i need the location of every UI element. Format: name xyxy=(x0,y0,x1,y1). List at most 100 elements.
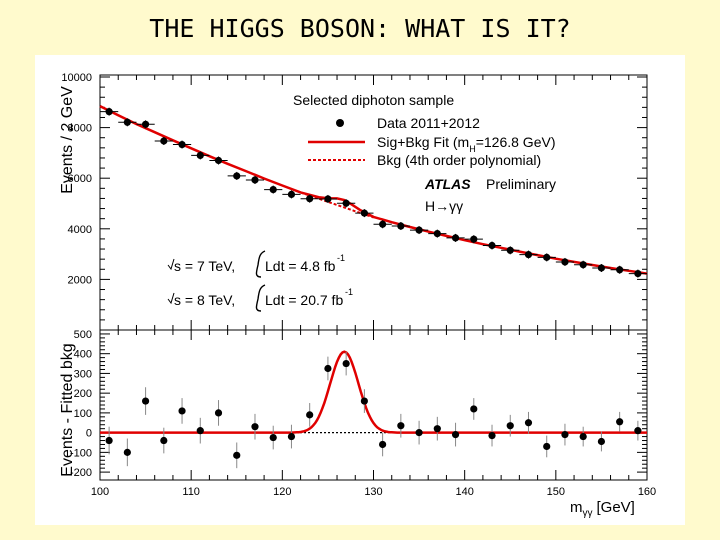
bottom-ytick-label: 300 xyxy=(74,368,92,380)
bottom-ytick-label: 200 xyxy=(74,388,92,400)
bottom-data-point xyxy=(360,397,368,405)
bottom-data-point xyxy=(488,431,496,440)
bottom-data-point xyxy=(433,425,441,433)
slide-title: THE HIGGS BOSON: WHAT IS IT? xyxy=(149,14,571,43)
bottom-data-point xyxy=(233,451,241,459)
sqrt-sign-1 xyxy=(167,258,175,271)
bottom-data-point xyxy=(634,427,642,435)
bottom-data-point xyxy=(196,427,204,435)
lumi-7tev: Ldt = 4.8 fb xyxy=(265,258,336,274)
lumi-8tev-exp: -1 xyxy=(345,287,353,297)
bottom-data-point xyxy=(470,405,478,413)
xtick-label: 130 xyxy=(364,486,382,498)
top-ytick-label: 6000 xyxy=(68,173,92,185)
sqrt-sign-2 xyxy=(167,292,175,305)
top-data-point xyxy=(306,195,314,203)
xtick-label: 110 xyxy=(182,486,200,498)
bottom-data-point xyxy=(214,409,223,417)
top-data-point xyxy=(233,172,241,180)
top-data-point xyxy=(488,241,496,250)
top-data-point xyxy=(287,190,296,198)
top-data-point xyxy=(105,108,113,116)
bottom-data-point xyxy=(451,431,460,439)
bottom-data-point xyxy=(105,436,113,445)
top-data-point xyxy=(524,251,533,259)
top-data-point xyxy=(269,185,277,194)
top-data-point xyxy=(379,220,387,228)
bottom-data-point xyxy=(306,411,314,419)
top-data-point xyxy=(178,140,186,149)
lumi-7tev-exp: -1 xyxy=(337,253,345,263)
integral-sign-2 xyxy=(255,284,266,312)
energy-8tev: s = 8 TeV, xyxy=(174,292,235,308)
top-data-point xyxy=(616,266,624,274)
channel-label: H→γγ xyxy=(425,198,463,214)
residual-signal-fit xyxy=(100,350,647,434)
top-data-point xyxy=(415,226,423,234)
energy-7tev: s = 7 TeV, xyxy=(174,258,235,274)
legend-data-marker xyxy=(336,119,344,127)
sig-bkg-fit-curve xyxy=(99,104,648,275)
top-ytick-label: 2000 xyxy=(68,274,92,286)
legend-fit-label: Sig+Bkg Fit (mH=126.8 GeV) xyxy=(377,134,555,154)
xtick-label: 100 xyxy=(91,486,109,498)
top-data-point xyxy=(543,253,551,261)
bottom-data-point xyxy=(141,397,150,405)
top-data-point xyxy=(597,264,606,272)
top-data-point xyxy=(342,199,350,207)
bottom-data-point xyxy=(524,419,533,427)
top-data-point xyxy=(470,235,478,243)
bottom-data-point xyxy=(324,364,332,373)
bottom-data-point xyxy=(543,442,551,451)
tick-marks xyxy=(99,75,648,480)
top-data-point xyxy=(634,269,642,278)
bottom-data-points xyxy=(105,351,642,469)
top-data-point xyxy=(451,234,460,242)
top-data-point xyxy=(433,230,441,238)
bottom-data-point xyxy=(506,422,514,430)
bottom-data-point xyxy=(342,359,350,368)
status-label: Preliminary xyxy=(486,176,556,192)
integral-sign-1 xyxy=(255,250,266,278)
signal-gaussian-curve xyxy=(100,350,647,434)
xtick-label: 160 xyxy=(638,486,656,498)
top-data-point xyxy=(196,151,204,160)
bottom-data-point xyxy=(616,418,624,426)
bottom-data-point xyxy=(561,431,569,439)
bottom-ytick-label: 100 xyxy=(74,408,92,420)
legend-data-label: Data 2011+2012 xyxy=(377,115,480,131)
bottom-data-point xyxy=(379,440,387,449)
top-data-point xyxy=(506,246,514,254)
top-data-point xyxy=(160,137,168,145)
top-ytick-label: 8000 xyxy=(68,123,92,135)
legend-title: Selected diphoton sample xyxy=(293,92,454,108)
top-data-points xyxy=(100,107,647,278)
bottom-data-point xyxy=(160,436,168,445)
top-data-point xyxy=(141,120,150,128)
top-data-point xyxy=(360,209,368,217)
top-data-point xyxy=(397,222,405,230)
top-data-point xyxy=(579,261,587,269)
x-axis-label: mγγ [GeV] xyxy=(570,499,635,519)
chart-svg: Events / 2 GeV Events - Fitted bkg 20004… xyxy=(59,72,656,519)
top-data-point xyxy=(324,195,332,203)
lumi-8tev: Ldt = 20.7 fb xyxy=(265,292,343,308)
plot-panel: Events / 2 GeV Events - Fitted bkg 2000 4… xyxy=(35,55,685,525)
top-data-point xyxy=(214,156,223,165)
top-ytick-label: 4000 xyxy=(68,224,92,236)
top-data-point xyxy=(561,258,569,266)
bottom-data-point xyxy=(287,432,296,441)
tick-labels: 2000 4000 6000 8000 10000 -200 -100 0 100 200 300 4… xyxy=(61,72,656,498)
bottom-data-point xyxy=(597,437,606,446)
bottom-data-point xyxy=(269,433,277,442)
top-data-point xyxy=(123,118,131,126)
legend-bkg-label: Bkg (4th order polynomial) xyxy=(377,152,541,168)
bottom-data-point xyxy=(123,448,131,456)
bottom-data-point xyxy=(579,432,587,441)
bottom-data-point xyxy=(397,422,405,430)
experiment-label: ATLAS xyxy=(424,176,471,192)
bottom-data-point xyxy=(415,429,423,437)
bottom-ytick-label: -200 xyxy=(70,467,92,479)
xtick-label: 120 xyxy=(273,486,291,498)
bottom-ytick-label: -100 xyxy=(70,447,92,459)
